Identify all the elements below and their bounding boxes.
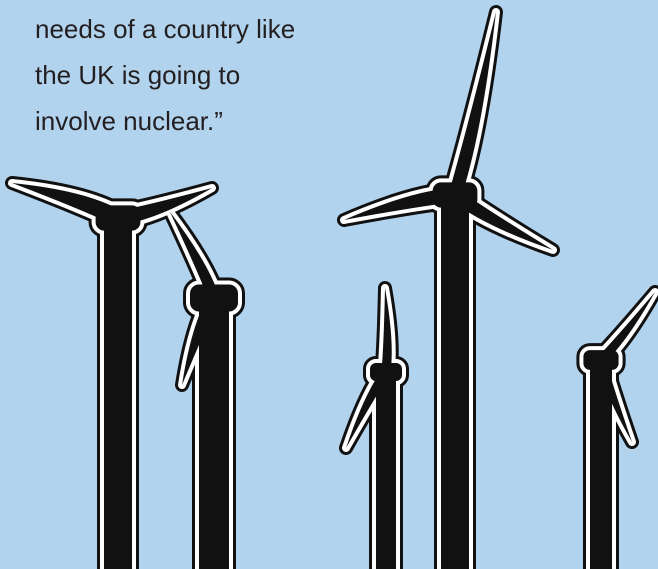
- quote-line: needs of a country like: [35, 14, 295, 44]
- turbine-nacelle: [433, 182, 478, 207]
- turbine-nacelle: [583, 350, 618, 370]
- turbine-tower: [104, 218, 132, 569]
- turbine-tower: [441, 195, 469, 569]
- quote-line: the UK is going to: [35, 60, 240, 90]
- turbine-nacelle: [96, 205, 141, 230]
- turbine-tower: [199, 298, 229, 569]
- illustration: needs of a country like the UK is going …: [0, 0, 658, 569]
- quote-line: involve nuclear.”: [35, 106, 223, 136]
- turbine-nacelle: [190, 285, 238, 312]
- turbine-nacelle: [370, 363, 402, 381]
- turbine-tower: [376, 372, 396, 569]
